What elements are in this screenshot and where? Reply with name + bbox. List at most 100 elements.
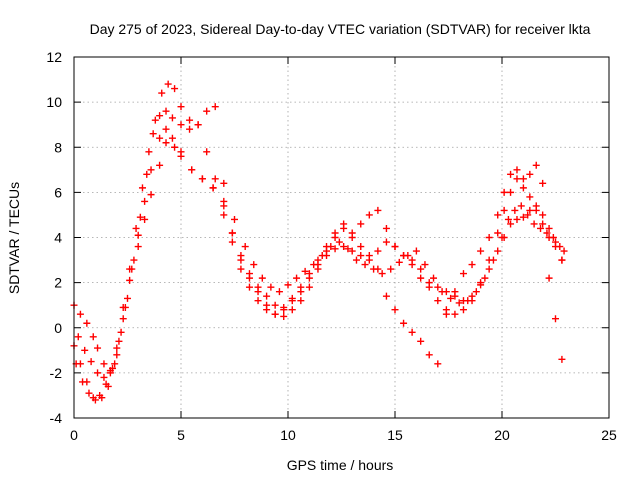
data-point-3-55 bbox=[507, 170, 515, 178]
x-tick-label-5: 25 bbox=[601, 427, 617, 443]
chart-title: Day 275 of 2023, Sidereal Day-to-day VTE… bbox=[90, 21, 591, 37]
data-point-3-10 bbox=[138, 184, 146, 192]
data-point-3-16 bbox=[177, 103, 185, 111]
data-point-1-24 bbox=[254, 297, 262, 305]
data-points bbox=[70, 80, 568, 404]
data-point-3-6 bbox=[113, 344, 121, 352]
data-point-2-15 bbox=[168, 114, 176, 122]
data-point-3-42 bbox=[400, 319, 408, 327]
axis-ticks bbox=[73, 56, 610, 419]
data-point-1-59 bbox=[539, 211, 547, 219]
data-point-1-11 bbox=[141, 197, 149, 205]
data-point-0-24 bbox=[258, 274, 266, 282]
data-point-2-63 bbox=[558, 256, 566, 264]
data-point-0-25 bbox=[267, 283, 275, 291]
data-point-2-20 bbox=[211, 103, 219, 111]
data-point-2-16 bbox=[177, 121, 185, 129]
data-point-3-43 bbox=[408, 328, 416, 336]
data-point-0-49 bbox=[472, 288, 480, 296]
data-point-0-22 bbox=[241, 243, 249, 251]
data-point-2-62 bbox=[552, 243, 559, 251]
data-point-0-28 bbox=[293, 274, 301, 282]
data-point-2-13 bbox=[156, 112, 164, 120]
data-point-2-11 bbox=[143, 170, 151, 178]
data-point-0-11 bbox=[141, 215, 149, 223]
data-point-1-56 bbox=[519, 213, 527, 221]
data-point-3-56 bbox=[513, 166, 521, 174]
data-point-3-27 bbox=[271, 301, 279, 309]
data-point-1-15 bbox=[168, 134, 176, 142]
data-point-3-26 bbox=[263, 292, 271, 300]
data-point-2-45 bbox=[425, 283, 433, 291]
data-point-3-35 bbox=[340, 220, 348, 228]
data-point-2-54 bbox=[500, 206, 508, 214]
data-point-2-32 bbox=[314, 265, 322, 273]
data-point-3-40 bbox=[382, 292, 390, 300]
data-point-0-2 bbox=[83, 319, 91, 327]
data-point-2-1 bbox=[79, 378, 87, 386]
data-point-0-4 bbox=[94, 344, 102, 352]
data-point-2-9 bbox=[130, 256, 138, 264]
data-point-1-34 bbox=[340, 243, 348, 251]
data-point-2-44 bbox=[417, 274, 425, 282]
data-point-0-34 bbox=[344, 245, 352, 253]
data-point-3-52 bbox=[485, 234, 493, 241]
y-axis-tick-labels: -4 -2 0 2 4 6 8 10 12 bbox=[46, 49, 62, 426]
data-point-2-51 bbox=[477, 279, 485, 287]
data-point-3-34 bbox=[331, 229, 339, 237]
data-point-0-43 bbox=[421, 261, 429, 269]
data-point-0-13 bbox=[156, 161, 164, 169]
data-point-0-58 bbox=[537, 224, 545, 232]
data-point-3-60 bbox=[539, 179, 547, 187]
data-point-1-43 bbox=[417, 265, 425, 273]
data-point-2-60 bbox=[539, 220, 547, 228]
data-point-1-36 bbox=[357, 252, 365, 260]
data-point-3-61 bbox=[545, 274, 553, 282]
data-point-3-53 bbox=[494, 211, 502, 219]
data-point-3-31 bbox=[305, 274, 313, 282]
data-point-0-54 bbox=[511, 206, 519, 214]
data-point-2-27 bbox=[271, 310, 279, 318]
data-point-0-42 bbox=[412, 247, 420, 255]
data-point-3-1 bbox=[81, 346, 89, 354]
data-point-3-22 bbox=[228, 229, 236, 237]
data-point-3-3 bbox=[94, 369, 102, 377]
data-point-0-12 bbox=[147, 191, 155, 199]
data-point-2-40 bbox=[382, 224, 390, 232]
data-point-1-16 bbox=[177, 148, 185, 156]
data-point-3-33 bbox=[323, 243, 331, 251]
data-point-0-38 bbox=[378, 270, 386, 278]
data-point-3-19 bbox=[203, 148, 211, 156]
data-point-1-21 bbox=[228, 238, 236, 246]
data-point-1-54 bbox=[507, 220, 515, 228]
data-point-2-28 bbox=[280, 312, 288, 320]
data-point-3-32 bbox=[314, 256, 322, 264]
data-point-2-5 bbox=[104, 382, 112, 390]
data-point-2-52 bbox=[485, 256, 493, 264]
data-point-3-45 bbox=[425, 351, 433, 359]
data-point-3-0 bbox=[74, 333, 82, 341]
data-point-2-56 bbox=[513, 175, 521, 183]
data-point-1-22 bbox=[237, 265, 245, 273]
y-tick-label-1: -2 bbox=[50, 365, 63, 381]
data-point-0-33 bbox=[335, 238, 343, 246]
y-tick-label-8: 12 bbox=[46, 49, 62, 65]
y-tick-label-7: 10 bbox=[46, 94, 62, 110]
data-point-0-29 bbox=[301, 267, 309, 275]
data-point-3-37 bbox=[357, 243, 365, 251]
data-point-2-4 bbox=[98, 394, 106, 402]
data-point-1-45 bbox=[434, 283, 442, 291]
y-tick-label-3: 2 bbox=[54, 275, 62, 291]
data-point-0-53 bbox=[504, 215, 512, 223]
data-point-0-55 bbox=[517, 202, 525, 210]
data-point-3-62 bbox=[552, 315, 559, 323]
data-point-3-7 bbox=[119, 303, 127, 311]
data-point-2-12 bbox=[149, 130, 157, 138]
data-point-1-55 bbox=[513, 215, 521, 223]
data-point-1-14 bbox=[162, 125, 170, 133]
data-point-1-19 bbox=[209, 184, 217, 192]
data-point-1-52 bbox=[494, 247, 502, 255]
data-point-2-42 bbox=[400, 252, 408, 260]
data-point-1-23 bbox=[245, 283, 253, 291]
x-tick-label-1: 5 bbox=[177, 427, 185, 443]
